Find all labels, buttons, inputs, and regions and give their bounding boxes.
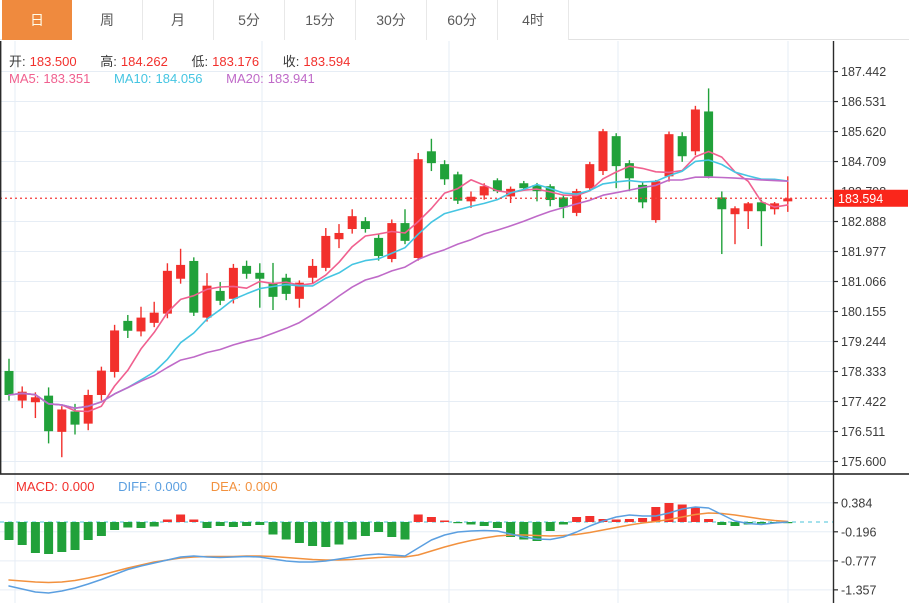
tab-4hour[interactable]: 4时 (498, 0, 569, 40)
ma20-value: 183.941 (267, 71, 315, 86)
ohlc-legend: 开: 183.500 高: 184.262 低: 183.176 收: 183.594 (9, 51, 354, 70)
macd-value: 0.000 (61, 479, 95, 494)
open-label: 开: (9, 54, 26, 69)
tab-60min[interactable]: 60分 (427, 0, 498, 40)
dea-label: DEA: (210, 479, 242, 494)
axis-tick-label: 177.422 (841, 395, 886, 409)
last-price-badge-text: 183.594 (838, 192, 883, 206)
axis-tick-label: 181.066 (841, 275, 886, 289)
ma10-value: 184.056 (155, 71, 203, 86)
macd-chart[interactable] (0, 474, 833, 603)
macd-legend: MACD: 0.000 DIFF: 0.000 DEA: 0.000 (16, 479, 282, 494)
ma5-label: MA5: (9, 71, 40, 86)
macd-label: MACD: (16, 479, 58, 494)
close-label: 收: (282, 54, 300, 69)
main-chart[interactable] (0, 41, 833, 474)
open-value: 183.500 (29, 54, 77, 69)
axis-tick-label: 0.384 (841, 496, 872, 510)
axis-tick-label: 184.709 (841, 155, 886, 169)
tab-30min[interactable]: 30分 (356, 0, 427, 40)
low-label: 低: (191, 54, 209, 69)
high-value: 184.262 (120, 54, 168, 69)
ma10-label: MA10: (113, 71, 152, 86)
ma20-label: MA20: (226, 71, 264, 86)
tab-15min[interactable]: 15分 (285, 0, 356, 40)
diff-label: DIFF: (118, 479, 151, 494)
tab-day[interactable]: 日 (2, 0, 72, 40)
axis-tick-label: -0.196 (841, 525, 876, 539)
axis-tick-label: -1.357 (841, 583, 876, 597)
axis-tick-label: 176.511 (841, 425, 885, 439)
axis-tick-label: 186.531 (841, 95, 886, 109)
axis-tick-label: 178.333 (841, 365, 886, 379)
close-value: 183.594 (303, 54, 351, 69)
dea-value: 0.000 (245, 479, 278, 494)
axis-tick-label: 182.888 (841, 215, 886, 229)
axis-tick-label: 180.155 (841, 305, 886, 319)
axis-tick-label: 175.600 (841, 455, 886, 469)
ma5-value: 183.351 (43, 71, 91, 86)
interval-tabbar: 日周月 5分 15分 30分 60分 4时 (0, 0, 909, 40)
tab-week[interactable]: 周 (72, 0, 143, 40)
ma-legend: MA5: 183.351 MA10: 184.056 MA20: 183.941 (9, 71, 319, 86)
low-value: 183.176 (212, 54, 260, 69)
axis-tick-label: 185.620 (841, 125, 886, 139)
last-price-badge (834, 189, 908, 207)
diff-value: 0.000 (154, 479, 188, 494)
tab-5min[interactable]: 5分 (214, 0, 285, 40)
tab-month[interactable]: 月 (143, 0, 214, 40)
axis-tick-label: 181.977 (841, 245, 886, 259)
high-label: 高: (100, 54, 117, 69)
axis-tick-label: 179.244 (841, 335, 886, 349)
axis-tick-label: -0.777 (841, 554, 876, 568)
axis-tick-label: 187.442 (841, 65, 886, 79)
price-axis: 187.442186.531185.620184.709183.798182.8… (0, 41, 909, 603)
